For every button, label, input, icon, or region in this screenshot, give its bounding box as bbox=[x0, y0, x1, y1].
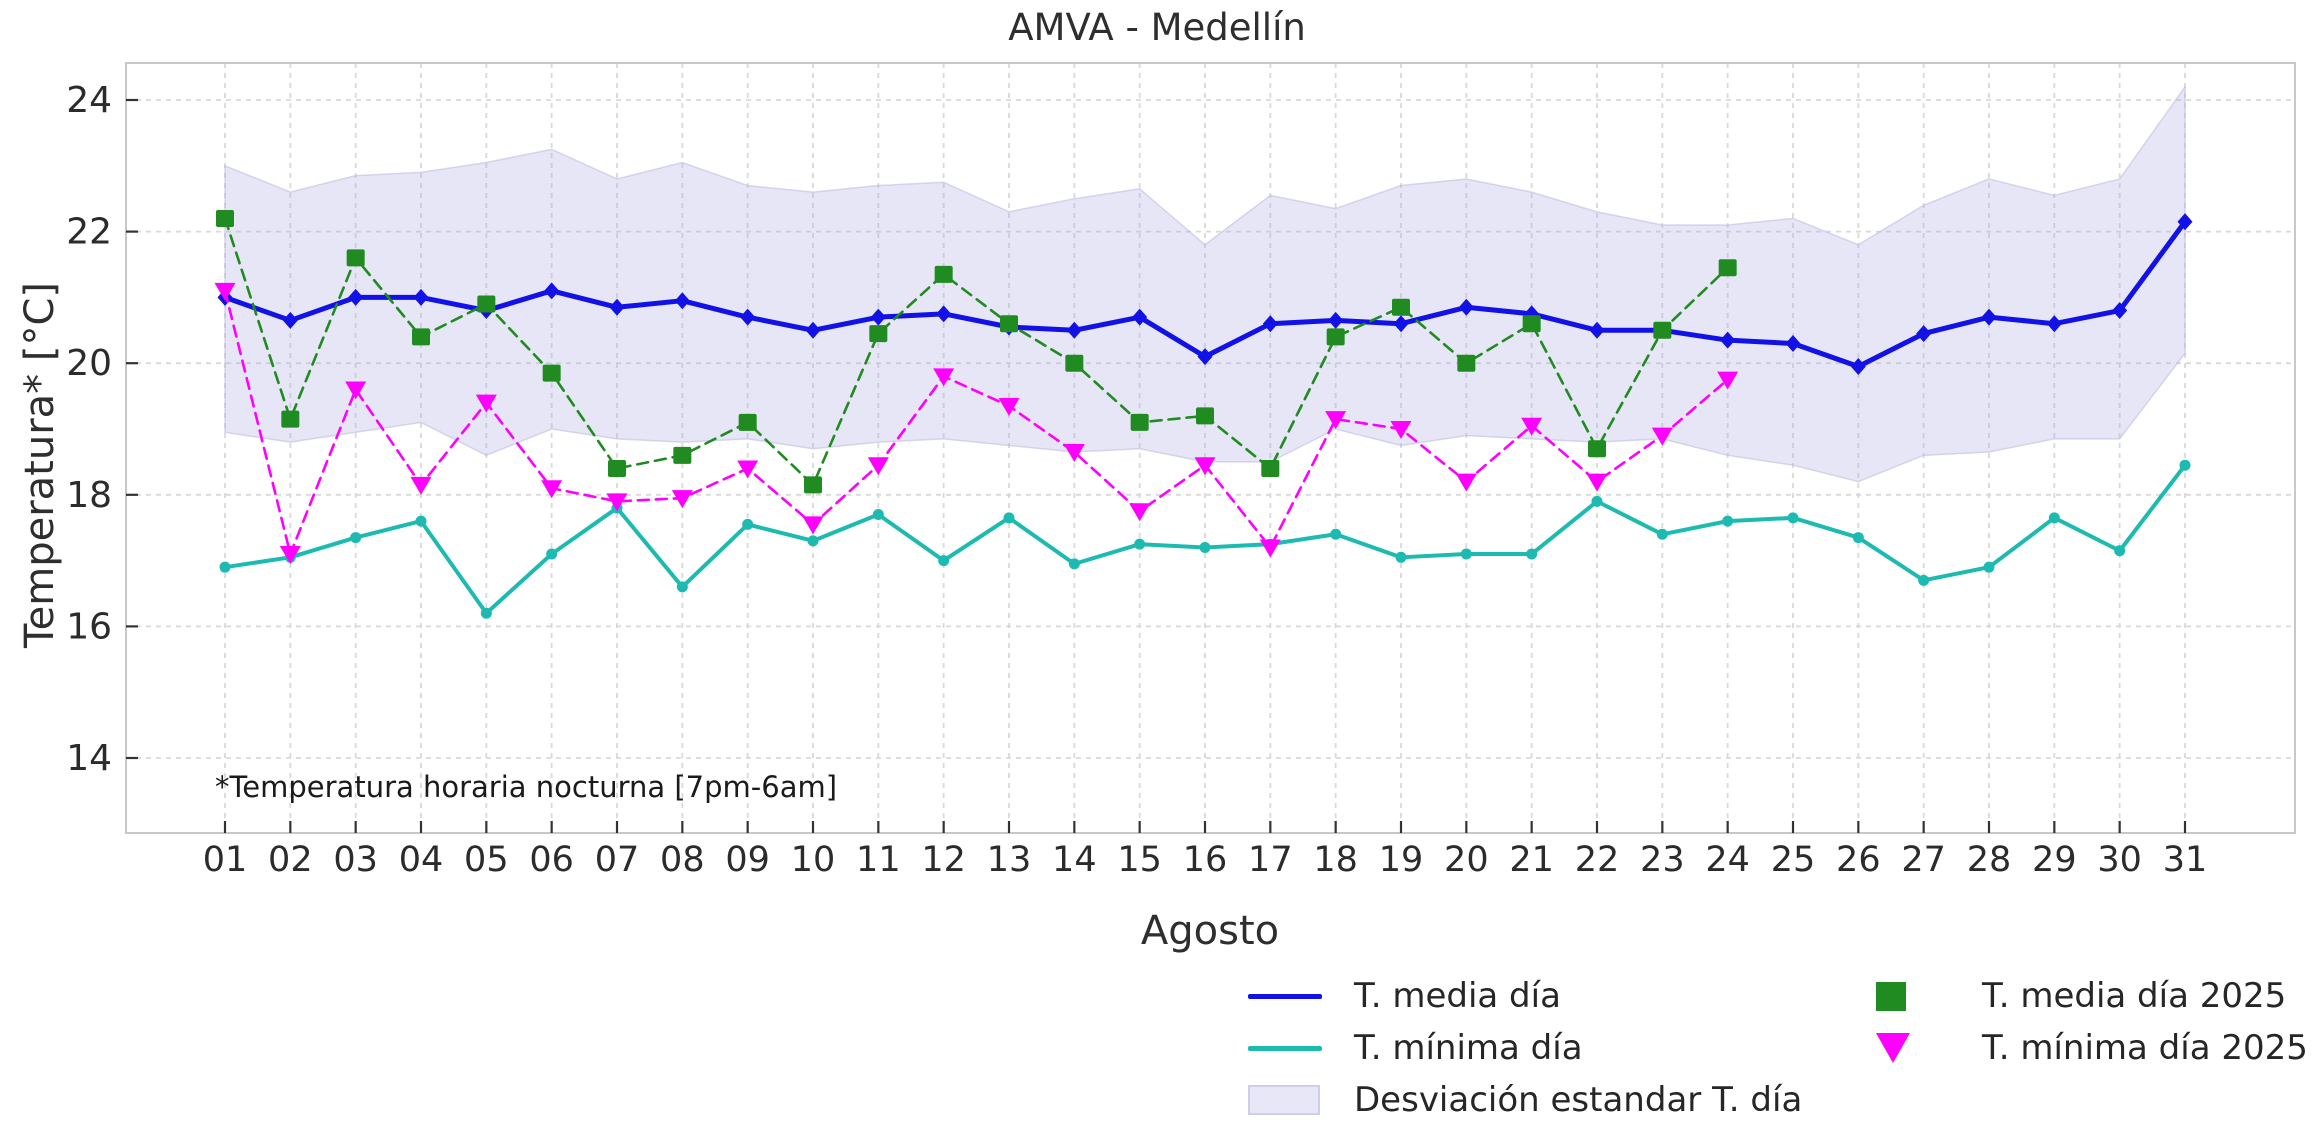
svg-text:06: 06 bbox=[529, 840, 574, 880]
svg-text:22: 22 bbox=[1575, 840, 1620, 880]
svg-text:18: 18 bbox=[66, 475, 112, 516]
svg-text:14: 14 bbox=[1052, 840, 1097, 880]
svg-text:29: 29 bbox=[2032, 840, 2077, 880]
svg-text:28: 28 bbox=[1967, 840, 2012, 880]
svg-text:27: 27 bbox=[1901, 840, 1946, 880]
series-3-triangle-down bbox=[214, 282, 1739, 565]
svg-text:03: 03 bbox=[333, 840, 378, 880]
x-axis-label: Agosto bbox=[1140, 908, 1280, 954]
svg-text:08: 08 bbox=[660, 840, 705, 880]
legend-item-band: Desviación estandar T. día bbox=[1248, 1074, 1802, 1126]
legend-label: T. media día bbox=[1354, 976, 1561, 1016]
svg-text:09: 09 bbox=[725, 840, 770, 880]
axes-ticks: 01 02 03 04 05 06 07 08 09 10 11 12 13 14 15 16 17 18 19 20… bbox=[66, 80, 2207, 880]
minima-line-swatch bbox=[1248, 1045, 1322, 1051]
series-2-square bbox=[216, 209, 1737, 494]
svg-text:10: 10 bbox=[791, 840, 836, 880]
legend-left-column: T. media día T. mínima día Desviación es… bbox=[1248, 970, 1802, 1126]
std-dev-band bbox=[224, 84, 2186, 483]
legend-item-media: T. media día bbox=[1248, 970, 1802, 1022]
svg-text:20: 20 bbox=[66, 343, 112, 384]
svg-text:20: 20 bbox=[1444, 840, 1489, 880]
page-title: AMVA - Medellín bbox=[1008, 6, 1306, 49]
legend-label: T. mínima día bbox=[1354, 1028, 1583, 1068]
svg-text:01: 01 bbox=[203, 840, 248, 880]
svg-text:25: 25 bbox=[1771, 840, 1816, 880]
legend-item-minima: T. mínima día bbox=[1248, 1022, 1802, 1074]
svg-text:24: 24 bbox=[1705, 840, 1750, 880]
magenta-triangle-swatch bbox=[1876, 1033, 1910, 1063]
svg-text:24: 24 bbox=[66, 80, 112, 121]
svg-text:15: 15 bbox=[1117, 840, 1162, 880]
svg-text:05: 05 bbox=[464, 840, 509, 880]
svg-text:16: 16 bbox=[66, 606, 112, 647]
y-axis-label: Temperatura* [°C] bbox=[17, 281, 63, 649]
legend-label: T. media día 2025 bbox=[1982, 976, 2287, 1016]
svg-text:12: 12 bbox=[921, 840, 966, 880]
svg-text:19: 19 bbox=[1379, 840, 1424, 880]
svg-text:07: 07 bbox=[595, 840, 640, 880]
svg-text:21: 21 bbox=[1509, 840, 1554, 880]
svg-text:31: 31 bbox=[2163, 840, 2208, 880]
svg-text:16: 16 bbox=[1183, 840, 1228, 880]
svg-text:30: 30 bbox=[2097, 840, 2142, 880]
media-line-swatch bbox=[1248, 993, 1322, 999]
svg-text:17: 17 bbox=[1248, 840, 1293, 880]
series-1-circle bbox=[219, 459, 2191, 619]
band-patch-swatch bbox=[1248, 1085, 1320, 1115]
green-square-swatch bbox=[1876, 981, 1906, 1011]
plot-border bbox=[125, 62, 2296, 834]
svg-text:23: 23 bbox=[1640, 840, 1685, 880]
series-0-diamond bbox=[217, 213, 2193, 375]
svg-text:26: 26 bbox=[1836, 840, 1881, 880]
svg-text:14: 14 bbox=[66, 738, 112, 779]
gridlines bbox=[126, 63, 2295, 833]
svg-text:04: 04 bbox=[399, 840, 444, 880]
legend-item-media-2025: T. media día 2025 bbox=[1876, 970, 2308, 1022]
legend-right-column: T. media día 2025 T. mínima día 2025 bbox=[1876, 970, 2308, 1074]
svg-text:13: 13 bbox=[987, 840, 1032, 880]
svg-text:11: 11 bbox=[856, 840, 901, 880]
svg-text:02: 02 bbox=[268, 840, 313, 880]
legend-label: Desviación estandar T. día bbox=[1354, 1080, 1803, 1120]
svg-text:18: 18 bbox=[1313, 840, 1358, 880]
legend-label: T. mínima día 2025 bbox=[1982, 1028, 2308, 1068]
svg-text:22: 22 bbox=[66, 212, 112, 253]
chart-annotation: *Temperatura horaria nocturna [7pm-6am] bbox=[215, 770, 838, 804]
legend-item-minima-2025: T. mínima día 2025 bbox=[1876, 1022, 2308, 1074]
